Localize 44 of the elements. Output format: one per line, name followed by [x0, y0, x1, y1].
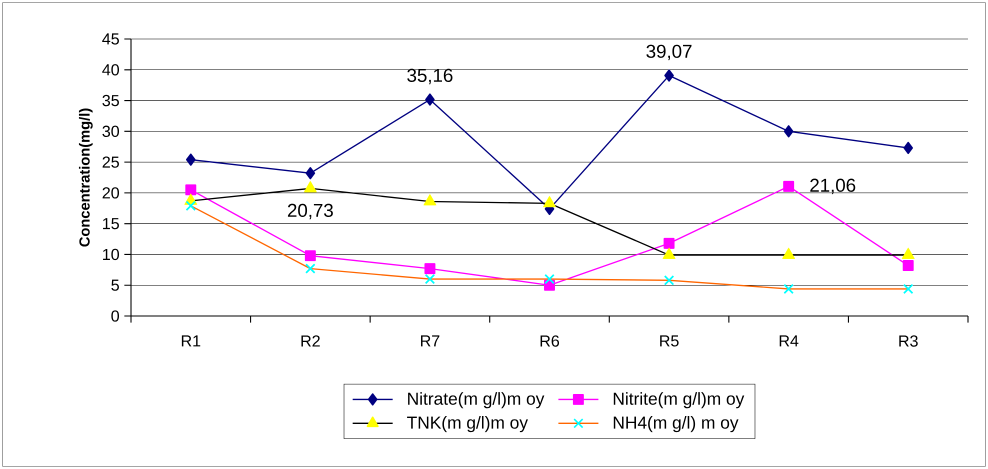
x-tick-label: R2 [301, 335, 320, 347]
x-tick-label: R5 [660, 335, 679, 347]
x-tick-label: R4 [780, 335, 798, 346]
point [664, 275, 674, 286]
legend-label: NH4(m g/l) m oy [614, 416, 738, 432]
point [185, 184, 196, 196]
legend-label: Nitrite(m g/l)m oy [614, 392, 744, 408]
point [664, 238, 675, 249]
x-tick-label: R6 [540, 335, 560, 347]
x-tick-label: R3 [899, 335, 918, 347]
y-tick-label: 35 [102, 94, 119, 106]
point [186, 154, 196, 166]
point [306, 167, 316, 180]
point [783, 180, 794, 192]
legend-label: TNK(m g/l)m oy [407, 416, 528, 432]
point [902, 260, 914, 271]
y-tick-label: 5 [111, 280, 119, 291]
y-tick-label: 10 [103, 248, 120, 260]
y-tick-label: 0 [111, 310, 120, 322]
y-tick-label: 45 [102, 33, 119, 45]
y-tick-label: 30 [102, 126, 120, 137]
data-label: 21,06 [810, 178, 856, 194]
point [784, 284, 794, 294]
point [304, 250, 316, 262]
point [784, 125, 794, 138]
point [544, 274, 555, 284]
data-label: 20,73 [288, 204, 333, 220]
data-label: 39,07 [646, 44, 692, 60]
x-tick-label: R1 [182, 335, 200, 346]
y-tick-label: 20 [102, 187, 120, 199]
y-tick-label: 40 [102, 64, 120, 76]
y-tick-label: 25 [102, 156, 119, 168]
point [664, 69, 674, 82]
point [903, 142, 914, 154]
point [424, 263, 436, 274]
x-tick-label: R7 [421, 335, 440, 346]
point [425, 93, 435, 106]
point [305, 264, 316, 274]
point [424, 274, 435, 284]
point [903, 284, 914, 294]
y-axis-title: Concentration(mg/l) [78, 108, 93, 247]
point [186, 200, 196, 211]
y-tick-label: 15 [103, 218, 119, 230]
legend-label: Nitrate(m g/l)m oy [408, 392, 544, 408]
